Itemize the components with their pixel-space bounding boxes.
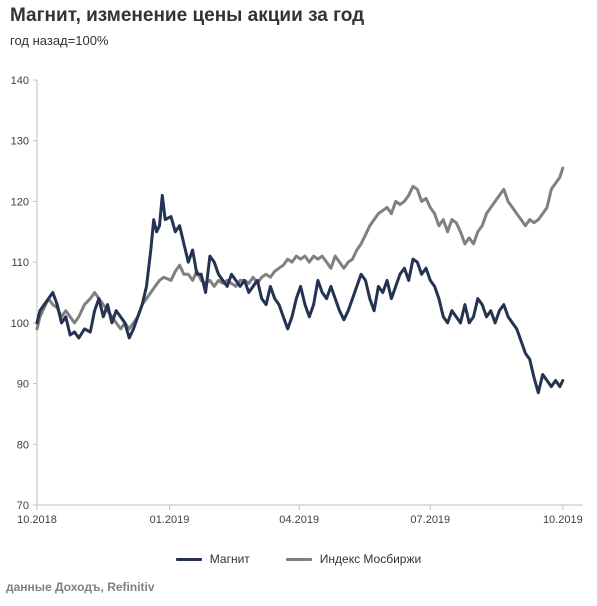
legend-label-moex: Индекс Мосбиржи [319, 552, 422, 566]
chart-legend: Магнит Индекс Мосбиржи [0, 552, 597, 566]
x-tick-label: 10.2018 [17, 514, 57, 526]
y-tick-label: 100 [11, 318, 29, 330]
legend-swatch-magnit [175, 557, 202, 561]
line-chart: 70 80 90 100 110 120 130 140 10.2018 01.2019 04.20… [11, 75, 583, 526]
chart-title: Магнит, изменение цены акции за год [10, 5, 365, 26]
x-tick-label: 10.2019 [543, 514, 583, 526]
y-tick-label: 80 [17, 439, 29, 451]
source-note: данные Доходъ, Refinitiv [6, 580, 155, 594]
chart-axes: 70 80 90 100 110 120 130 140 10.2018 01.2019 04.20… [11, 75, 583, 526]
y-tick-label: 130 [11, 136, 29, 148]
series-line-moex [35, 166, 565, 331]
y-tick-label: 90 [17, 379, 29, 391]
x-tick-label: 07.2019 [410, 514, 450, 526]
legend-item-moex: Индекс Мосбиржи [285, 552, 422, 566]
y-tick-label: 140 [11, 75, 29, 87]
legend-item-magnit: Магнит [175, 552, 250, 566]
x-tick-label: 04.2019 [279, 514, 319, 526]
x-tick-label: 01.2019 [150, 514, 190, 526]
series-line-magnit [35, 193, 565, 395]
legend-swatch-moex [285, 557, 312, 561]
chart-series [35, 166, 565, 395]
chart-subtitle: год назад=100% [10, 33, 109, 48]
y-tick-label: 110 [11, 257, 29, 269]
y-tick-label: 70 [17, 500, 29, 512]
legend-label-magnit: Магнит [209, 552, 250, 566]
y-tick-label: 120 [11, 196, 29, 208]
